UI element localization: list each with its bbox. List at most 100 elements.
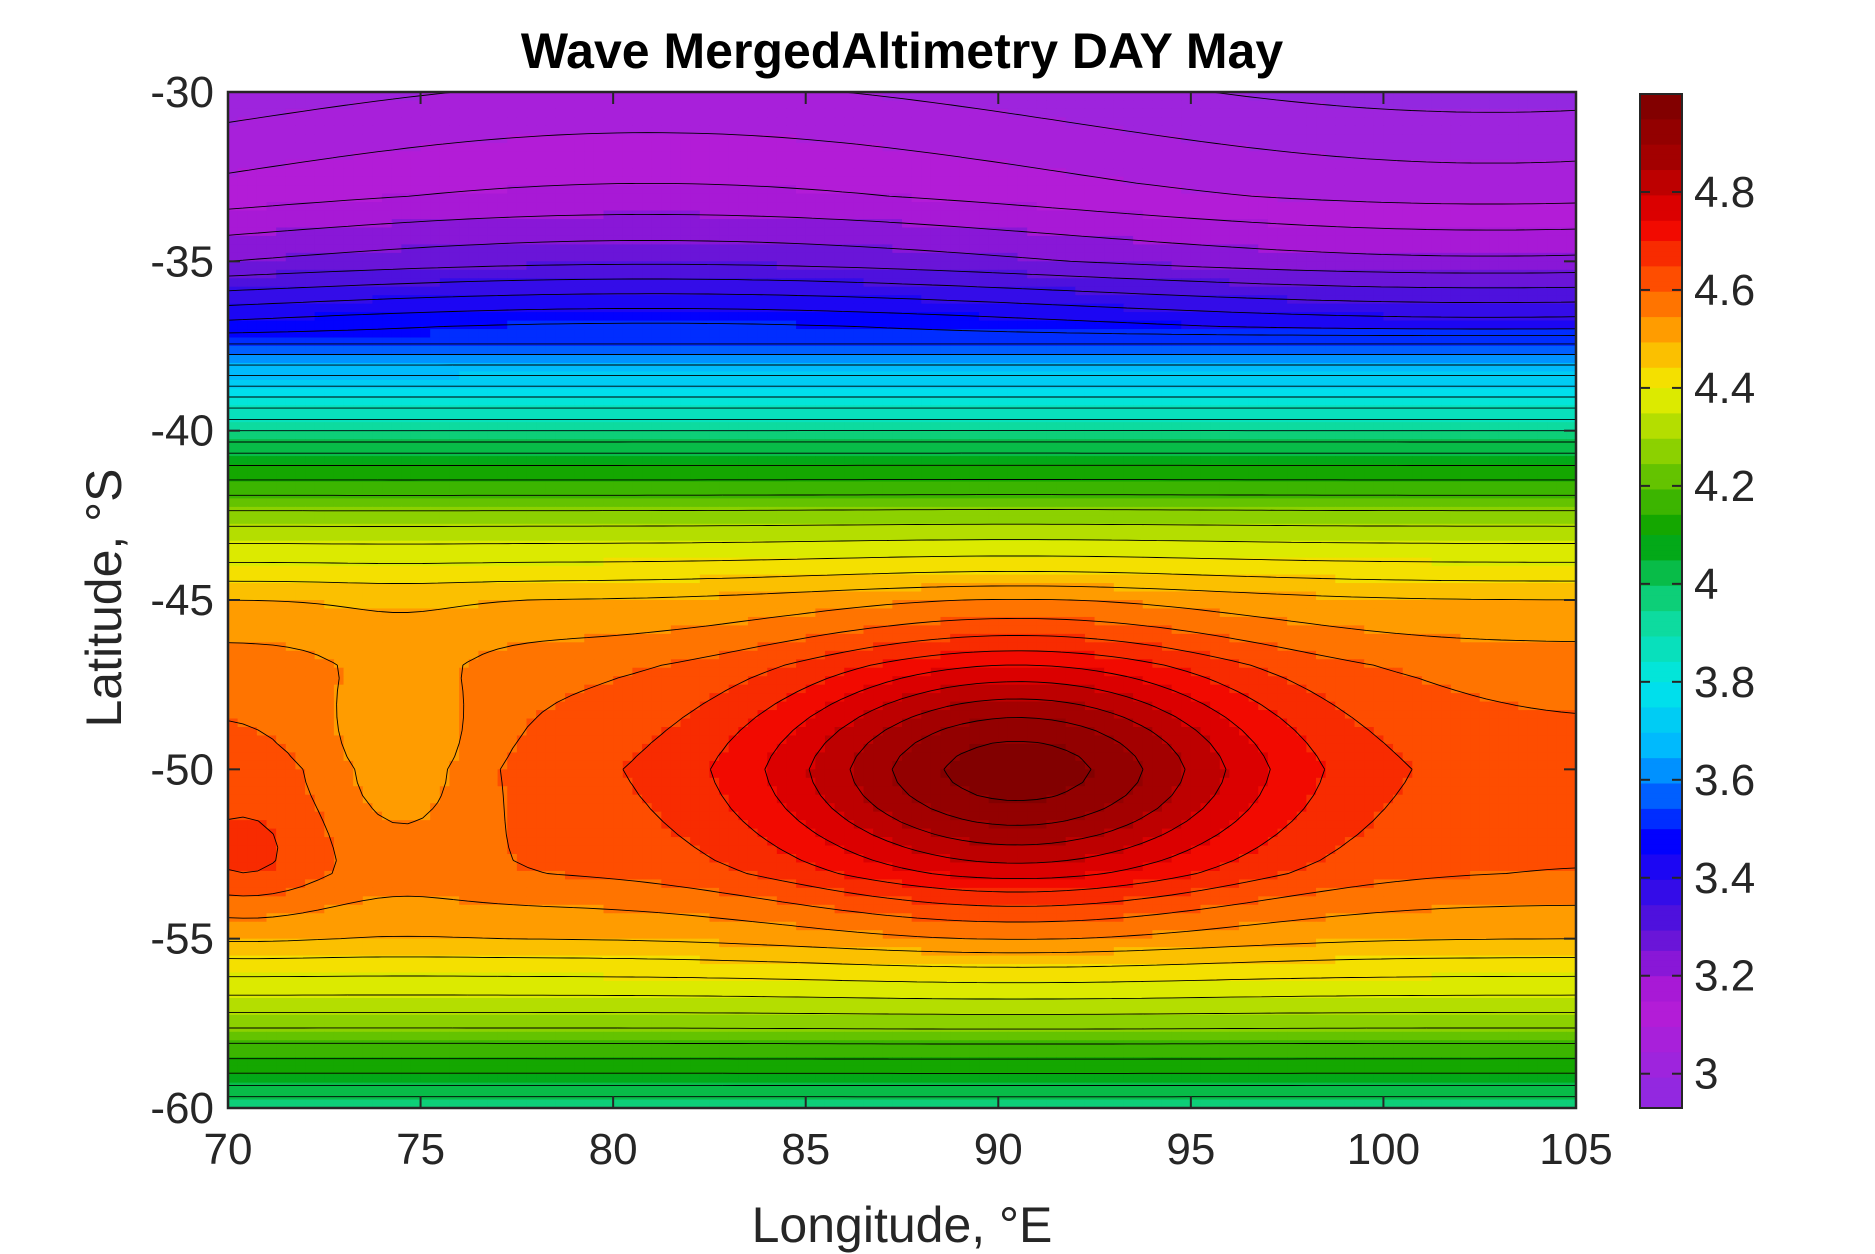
heatmap-cell <box>1094 286 1105 296</box>
heatmap-cell <box>1161 320 1173 330</box>
heatmap-cell <box>1075 244 1086 254</box>
heatmap-cell <box>1161 312 1173 322</box>
heatmap-cell <box>1325 117 1336 127</box>
heatmap-cell <box>545 100 556 110</box>
heatmap-cell <box>1248 159 1259 169</box>
heatmap-cell <box>1450 329 1462 339</box>
heatmap-cell <box>670 388 682 398</box>
heatmap-cell <box>536 346 547 356</box>
heatmap-cell <box>584 193 595 203</box>
heatmap-cell <box>805 244 816 254</box>
heatmap-cell <box>1412 202 1423 212</box>
heatmap-cell <box>1364 134 1375 144</box>
heatmap-cell <box>1566 252 1576 262</box>
heatmap-cell <box>256 312 268 322</box>
heatmap-cell <box>1470 235 1481 245</box>
heatmap-cell <box>767 92 778 102</box>
heatmap-cell <box>1258 125 1269 135</box>
heatmap-cell <box>1267 303 1279 313</box>
heatmap-cell <box>1498 303 1510 313</box>
heatmap-cell <box>632 244 643 254</box>
heatmap-cell <box>1373 362 1385 372</box>
heatmap-cell <box>256 295 268 305</box>
heatmap-cell <box>526 362 537 372</box>
heatmap-cell <box>1556 202 1567 212</box>
heatmap-cell <box>1393 235 1404 245</box>
heatmap-cell <box>584 244 595 254</box>
heatmap-cell <box>1219 354 1230 364</box>
heatmap-cell <box>709 278 720 288</box>
heatmap-cell <box>911 252 922 262</box>
heatmap-cell <box>776 202 788 212</box>
heatmap-cell <box>747 193 759 203</box>
heatmap-cell <box>1171 100 1182 110</box>
heatmap-cell <box>1527 261 1539 271</box>
heatmap-cell <box>1344 219 1356 229</box>
heatmap-cell <box>632 125 643 135</box>
heatmap-cell <box>1142 142 1153 152</box>
heatmap-cell <box>1306 100 1317 110</box>
heatmap-cell <box>998 168 1009 178</box>
heatmap-cell <box>1402 278 1413 288</box>
heatmap-cell <box>1084 168 1096 178</box>
heatmap-cell <box>690 168 701 178</box>
heatmap-cell <box>863 362 874 372</box>
heatmap-cell <box>497 100 508 110</box>
heatmap-cell <box>526 176 537 186</box>
heatmap-cell <box>324 354 335 364</box>
heatmap-cell <box>959 329 970 339</box>
heatmap-cell <box>1498 185 1510 195</box>
heatmap-cell <box>747 269 759 279</box>
heatmap-cell <box>1325 320 1336 330</box>
heatmap-cell <box>1181 312 1192 322</box>
heatmap-cell <box>343 168 354 178</box>
heatmap-cell <box>237 278 248 288</box>
heatmap-cell <box>815 379 826 389</box>
heatmap-cell <box>1027 100 1038 110</box>
heatmap-cell <box>1123 193 1134 203</box>
heatmap-cell <box>1152 329 1163 339</box>
heatmap-cell <box>276 117 287 127</box>
heatmap-cell <box>1441 176 1452 186</box>
heatmap-cell <box>979 320 990 330</box>
heatmap-cell <box>767 295 778 305</box>
heatmap-cell <box>1248 362 1259 372</box>
heatmap-cell <box>1470 100 1481 110</box>
heatmap-cell <box>1498 278 1510 288</box>
heatmap-cell <box>1190 379 1202 389</box>
heatmap-cell <box>930 100 942 110</box>
heatmap-cell <box>988 261 999 271</box>
heatmap-cell <box>1046 244 1057 254</box>
heatmap-cell <box>555 286 566 296</box>
heatmap-cell <box>1566 329 1576 339</box>
heatmap-cell <box>902 312 913 322</box>
heatmap-cell <box>1344 278 1356 288</box>
heatmap-cell <box>1412 244 1423 254</box>
heatmap-cell <box>1142 235 1153 245</box>
heatmap-cell <box>844 388 855 398</box>
heatmap-cell <box>468 235 479 245</box>
heatmap-cell <box>516 329 528 339</box>
heatmap-cell <box>1537 354 1548 364</box>
heatmap-cell <box>1316 134 1327 144</box>
heatmap-cell <box>1046 125 1057 135</box>
heatmap-cell <box>1335 176 1346 186</box>
heatmap-cell <box>979 354 990 364</box>
heatmap-cell <box>786 193 797 203</box>
heatmap-cell <box>979 142 990 152</box>
heatmap-cell <box>459 362 470 372</box>
heatmap-cell <box>324 108 335 118</box>
heatmap-cell <box>670 227 682 237</box>
heatmap-cell <box>593 329 605 339</box>
heatmap-cell <box>1306 278 1317 288</box>
heatmap-cell <box>882 100 893 110</box>
heatmap-cell <box>1065 379 1076 389</box>
heatmap-cell <box>343 227 354 237</box>
heatmap-cell <box>1075 278 1086 288</box>
heatmap-cell <box>1518 176 1529 186</box>
heatmap-cell <box>959 362 970 372</box>
heatmap-cell <box>266 176 277 186</box>
heatmap-cell <box>998 142 1009 152</box>
heatmap-cell <box>834 193 845 203</box>
heatmap-cell <box>362 337 374 347</box>
